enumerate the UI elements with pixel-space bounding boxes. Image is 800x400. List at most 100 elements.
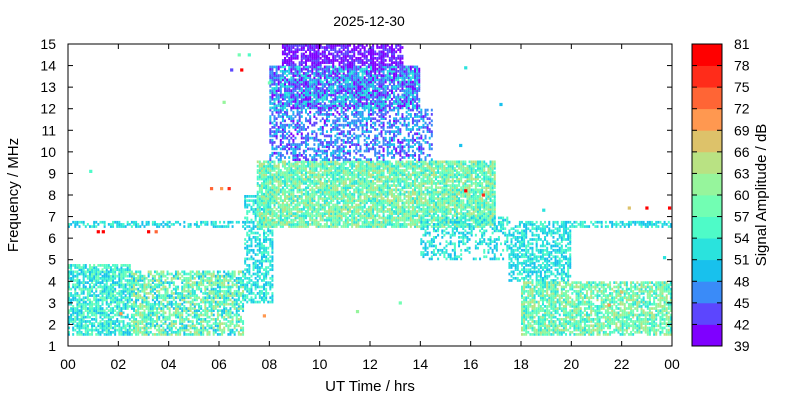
data-cell	[172, 292, 175, 295]
data-cell	[244, 298, 247, 302]
data-cell	[367, 205, 370, 209]
data-cell	[302, 182, 305, 185]
data-cell	[302, 164, 305, 168]
data-cell	[139, 285, 142, 289]
data-cell	[252, 195, 255, 198]
data-cell	[133, 223, 135, 226]
data-cell	[424, 175, 427, 179]
data-cell	[200, 305, 203, 308]
data-cell	[349, 223, 352, 226]
data-cell	[223, 302, 226, 306]
data-cell	[418, 188, 421, 192]
data-cell	[229, 298, 232, 302]
data-cell	[244, 195, 247, 198]
data-cell	[351, 214, 354, 218]
data-cell	[445, 179, 448, 183]
data-cell	[260, 253, 263, 256]
data-cell	[458, 173, 461, 177]
data-cell	[325, 199, 328, 203]
data-cell	[187, 313, 190, 317]
data-cell	[97, 274, 100, 278]
data-cell	[86, 298, 89, 302]
data-cell	[290, 225, 293, 228]
data-cell	[359, 199, 362, 203]
data-cell	[179, 294, 182, 297]
data-cell	[279, 173, 282, 177]
data-cell	[187, 287, 190, 291]
data-cell	[334, 186, 337, 190]
data-cell	[214, 274, 217, 278]
data-cell	[181, 285, 184, 289]
data-cell	[103, 220, 106, 224]
data-cell	[158, 289, 161, 293]
data-cell	[189, 274, 192, 278]
data-cell	[407, 214, 410, 218]
data-cell	[319, 160, 322, 164]
data-cell	[235, 285, 238, 289]
data-cell	[128, 285, 131, 289]
data-cell	[279, 205, 282, 209]
data-cell	[323, 190, 326, 194]
data-cell	[139, 313, 142, 317]
data-cell	[449, 210, 452, 213]
data-cell	[462, 186, 465, 190]
data-cell	[346, 212, 349, 215]
data-cell	[418, 192, 421, 196]
data-cell	[128, 279, 131, 282]
data-cell	[105, 324, 108, 328]
data-cell	[223, 276, 226, 280]
data-cell	[430, 195, 433, 198]
data-cell	[237, 279, 240, 282]
data-cell	[91, 272, 94, 276]
data-cell	[86, 330, 89, 334]
data-cell	[300, 171, 303, 174]
data-cell	[231, 320, 234, 323]
data-cell	[72, 296, 75, 300]
data-cell	[455, 223, 458, 226]
data-cell	[242, 328, 245, 332]
data-cell	[290, 199, 293, 203]
data-cell	[418, 199, 421, 203]
data-cell	[363, 169, 366, 172]
data-cell	[313, 160, 316, 164]
data-cell	[76, 285, 79, 289]
data-cell	[231, 322, 234, 325]
data-cell	[80, 333, 83, 336]
data-cell	[212, 322, 215, 325]
data-cell	[317, 188, 320, 192]
data-cell	[76, 326, 79, 330]
data-cell	[91, 328, 94, 332]
data-cell	[370, 173, 372, 177]
data-cell	[122, 326, 125, 330]
data-cell	[151, 309, 154, 313]
data-cell	[275, 212, 278, 215]
data-cell	[432, 199, 435, 203]
data-cell	[405, 212, 408, 215]
data-cell	[263, 259, 266, 263]
data-cell	[70, 317, 73, 321]
data-cell	[451, 195, 454, 198]
data-cell	[200, 307, 203, 310]
data-cell	[112, 281, 115, 284]
data-cell	[439, 199, 442, 203]
data-cell	[160, 276, 163, 280]
data-cell	[133, 220, 135, 224]
data-cell	[281, 182, 284, 185]
data-cell	[128, 289, 131, 293]
data-cell	[338, 197, 341, 200]
data-cell	[267, 233, 270, 237]
data-cell	[187, 296, 190, 300]
data-cell	[263, 169, 266, 172]
data-cell	[116, 328, 119, 332]
data-cell	[277, 160, 280, 164]
data-cell	[447, 173, 450, 177]
data-cell	[166, 281, 169, 284]
data-cell	[342, 182, 345, 185]
data-cell	[420, 166, 423, 170]
data-cell	[420, 225, 423, 228]
data-cell	[357, 225, 360, 228]
data-cell	[449, 201, 452, 205]
data-cell	[128, 272, 131, 276]
data-cell	[330, 218, 333, 222]
data-cell	[441, 210, 444, 213]
